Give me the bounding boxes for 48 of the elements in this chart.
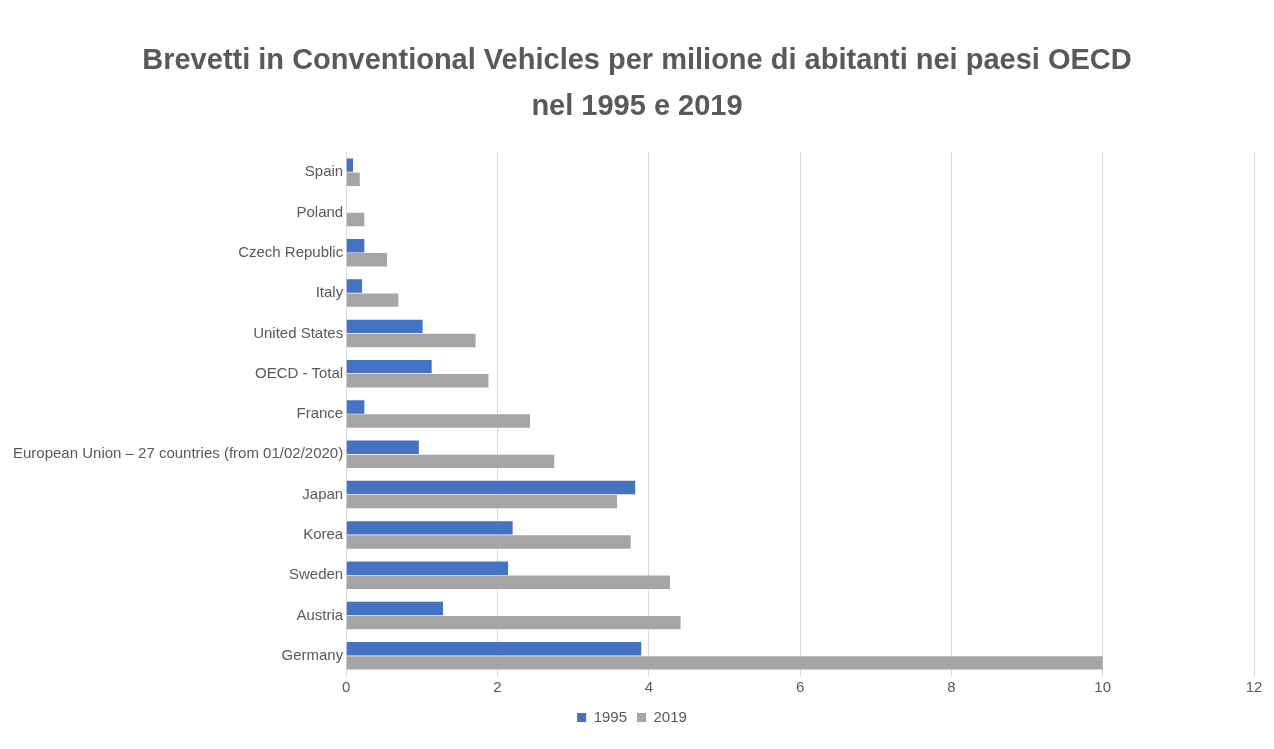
x-tick-label: 0	[342, 678, 351, 696]
bar	[346, 279, 363, 293]
y-tick-label: Sweden	[288, 565, 344, 583]
bar	[346, 253, 388, 267]
y-tick-label: United States	[253, 323, 344, 341]
bar	[346, 494, 618, 509]
bar	[346, 158, 354, 172]
y-tick-label: Czech Republic	[238, 242, 344, 260]
bar	[346, 293, 399, 307]
bar	[346, 601, 444, 616]
x-tick-label: 8	[947, 678, 956, 696]
legend-label: 2019	[653, 707, 687, 725]
x-tick-label: 10	[1094, 678, 1112, 696]
bar	[346, 454, 555, 469]
y-tick-label: Italy	[315, 283, 344, 301]
y-tick-label: Poland	[296, 202, 344, 220]
bar	[346, 374, 489, 388]
y-tick-label: Spain	[304, 162, 344, 180]
bar	[346, 656, 1103, 670]
bar	[346, 212, 365, 227]
x-tick-label: 4	[644, 678, 653, 696]
x-tick-label: 12	[1245, 678, 1263, 696]
x-tick-label: 2	[493, 678, 502, 696]
y-tick-label: Japan	[302, 484, 344, 502]
bar	[346, 414, 531, 428]
bar	[346, 521, 513, 535]
bar	[346, 642, 642, 656]
bar	[346, 400, 365, 414]
bar	[346, 535, 631, 549]
y-tick-label: France	[296, 404, 344, 422]
bar	[346, 615, 681, 630]
y-tick-label: OECD - Total	[255, 363, 344, 381]
y-tick-label: Korea	[303, 525, 344, 543]
bar	[346, 172, 360, 186]
bar	[346, 239, 365, 253]
bar	[346, 359, 432, 374]
bar	[346, 480, 636, 495]
bar	[346, 333, 476, 348]
bar	[346, 575, 670, 589]
bar	[346, 440, 419, 454]
x-tick-label: 6	[795, 678, 805, 696]
y-tick-label: European Union – 27 countries (from 01/02/2020)	[12, 444, 344, 462]
legend-label: 1995	[593, 707, 628, 725]
y-tick-label: Germany	[281, 645, 344, 663]
bar	[346, 319, 423, 334]
y-tick-label: Austria	[296, 605, 344, 623]
bar	[346, 561, 509, 575]
chart-title: Brevetti in Conventional Vehicles per milione di abitanti nei paesi OECD nel 1995 e 2019	[141, 42, 1133, 123]
